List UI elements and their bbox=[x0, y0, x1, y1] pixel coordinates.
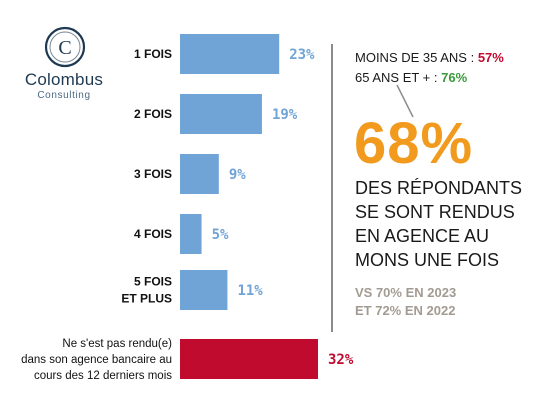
bar-value-label: 9% bbox=[229, 167, 246, 183]
bar-category-label: 5 FOIS ET PLUS bbox=[121, 275, 172, 306]
bar-value-label: 19% bbox=[272, 107, 298, 123]
logo-name: Colombus bbox=[24, 70, 104, 89]
chart-category-labels: 1 FOIS 2 FOIS 3 FOIS 4 FOIS 5 FOIS ET PLUS Ne … bbox=[21, 47, 172, 382]
chart-bars bbox=[180, 34, 318, 379]
age-under-35: MOINS DE 35 ANS : 57% bbox=[355, 48, 535, 68]
highlight-percentage: 68% bbox=[354, 111, 474, 176]
bar-category-label-line: cours des 12 derniers mois bbox=[34, 370, 172, 382]
bar-category-label: 1 FOIS bbox=[134, 47, 172, 61]
age-over-65: 65 ANS ET + : 76% bbox=[355, 68, 535, 88]
comparison-line: ET 72% EN 2022 bbox=[355, 303, 456, 318]
bar-category-label: 2 FOIS bbox=[134, 107, 172, 121]
colombus-c-icon: C bbox=[44, 26, 86, 68]
comparison-line: VS 70% EN 2023 bbox=[355, 285, 457, 300]
bar bbox=[180, 270, 228, 310]
chart-value-labels: 23% 19% 9% 5% 11% 32% bbox=[212, 47, 354, 368]
statement-line: MONS UNE FOIS bbox=[355, 250, 500, 270]
bar-category-label-line: ET PLUS bbox=[121, 292, 172, 306]
statement-line: EN AGENCE AU bbox=[355, 226, 490, 246]
comparison-text: VS 70% EN 2023 ET 72% EN 2022 bbox=[355, 284, 535, 320]
bar bbox=[180, 94, 262, 134]
bar-category-label: 3 FOIS bbox=[134, 167, 172, 181]
colombus-logo: C Colombus Consulting bbox=[14, 26, 114, 106]
logo-letter: C bbox=[58, 37, 71, 59]
bar-value-label: 32% bbox=[328, 352, 354, 368]
bar-category-label: Ne s'est pas rendu(e) dans son agence ban… bbox=[21, 338, 172, 382]
bar bbox=[180, 34, 280, 74]
callout-line bbox=[396, 84, 414, 118]
statement-line: DES RÉPONDANTS bbox=[355, 178, 523, 198]
bar-category-label-line: 2 FOIS bbox=[134, 107, 172, 121]
bar-category-label-line: 4 FOIS bbox=[134, 227, 172, 241]
bar bbox=[180, 339, 318, 379]
highlight-statement: DES RÉPONDANTS SE SONT RENDUS EN AGENCE … bbox=[355, 176, 535, 272]
bar-category-label-line: 3 FOIS bbox=[134, 167, 172, 181]
bar-value-label: 5% bbox=[212, 227, 229, 243]
age-under-35-label: MOINS DE 35 ANS : bbox=[355, 50, 478, 65]
bar-value-label: 11% bbox=[237, 283, 263, 299]
age-over-65-value: 76% bbox=[441, 70, 468, 85]
age-under-35-value: 57% bbox=[477, 50, 504, 65]
age-over-65-label: 65 ANS ET + : bbox=[355, 70, 442, 85]
logo-subtitle: Consulting bbox=[37, 90, 91, 101]
statement-line: SE SONT RENDUS bbox=[355, 202, 515, 222]
bar bbox=[180, 214, 202, 254]
bar-category-label-line: Ne s'est pas rendu(e) bbox=[62, 338, 172, 350]
bar-category-label-line: 5 FOIS bbox=[134, 275, 172, 289]
bar-category-label: 4 FOIS bbox=[134, 227, 172, 241]
bar bbox=[180, 154, 219, 194]
vertical-divider bbox=[331, 44, 333, 332]
bar-category-label-line: dans son agence bancaire au bbox=[21, 354, 172, 366]
bar-value-label: 23% bbox=[289, 47, 315, 63]
age-breakdown: MOINS DE 35 ANS : 57% 65 ANS ET + : 76% bbox=[355, 48, 535, 88]
bar-category-label-line: 1 FOIS bbox=[134, 47, 172, 61]
